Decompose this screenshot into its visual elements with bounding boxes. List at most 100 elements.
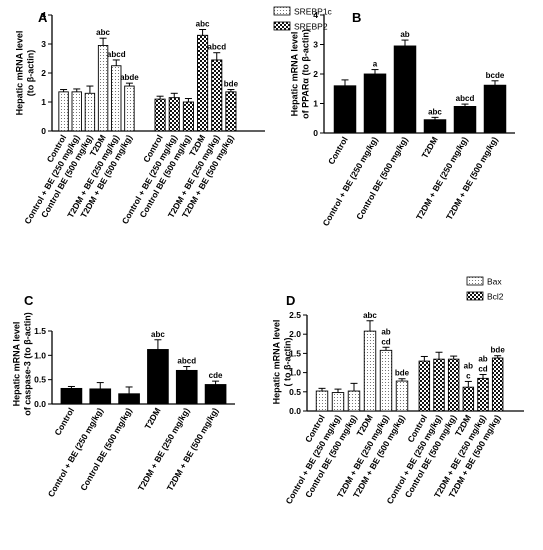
significance-label: abcd — [107, 50, 126, 59]
significance-label: abcd — [207, 43, 226, 52]
bar — [58, 91, 69, 132]
legend-label: SREBP2 — [294, 22, 328, 32]
bar — [363, 73, 387, 134]
y-axis-label-line: Hepatic mRNA level — [290, 32, 300, 117]
significance-label: abde — [120, 73, 139, 82]
y-tick-label: 3 — [313, 40, 318, 50]
y-tick-label: 1.0 — [289, 368, 301, 378]
bar — [363, 330, 377, 412]
bar — [197, 34, 209, 132]
bar — [315, 390, 329, 412]
significance-label: cd — [478, 365, 487, 374]
y-tick-label: 2.0 — [289, 329, 301, 339]
significance-label: bde — [395, 369, 410, 378]
bar — [379, 349, 393, 412]
bar — [333, 85, 357, 134]
significance-label: abc — [151, 330, 165, 339]
bar — [462, 386, 475, 412]
bar — [89, 388, 112, 405]
bar — [175, 369, 198, 405]
bar — [147, 349, 169, 405]
bar — [124, 85, 135, 132]
legend-label: Bax — [487, 277, 502, 287]
x-tick-label: T2DM + BE (250 mg/kg) — [414, 135, 470, 222]
x-tick-label: Control — [52, 406, 76, 437]
bar — [154, 98, 166, 132]
y-tick-label: 4 — [41, 10, 46, 20]
panel-b: B Hepatic mRNA levelof PPARα (to β-actin)… — [290, 10, 515, 228]
significance-label: a — [373, 60, 378, 69]
bar — [447, 358, 460, 412]
significance-label: ab — [478, 355, 487, 364]
significance-label: bcde — [486, 71, 505, 80]
significance-label: abc — [428, 107, 442, 116]
y-tick-label: 2 — [313, 69, 318, 79]
y-tick-label: 0.5 — [34, 375, 46, 385]
significance-label: abcd — [456, 94, 475, 103]
significance-label: cd — [381, 337, 390, 346]
y-tick-label: 0 — [41, 126, 46, 136]
bar — [60, 387, 83, 405]
bar — [347, 390, 361, 412]
significance-label: ab — [464, 361, 473, 370]
y-tick-label: 1.5 — [34, 326, 46, 336]
y-tick-label: 0.5 — [289, 387, 301, 397]
significance-label: abc — [96, 28, 110, 37]
y-tick-label: 1 — [313, 99, 318, 109]
x-tick-label: Control + BE (250 mg/kg) — [46, 406, 105, 499]
significance-label: abc — [363, 311, 377, 320]
x-tick-label: T2DM + BE (500 mg/kg) — [444, 135, 500, 222]
x-tick-label: Control — [326, 135, 350, 166]
y-axis-label-line: (to β-actin) — [26, 50, 36, 97]
y-axis-label-line: Hepatic mRNA level — [12, 322, 22, 407]
legend-swatch — [466, 291, 484, 301]
legend-label: SREBP1c — [294, 7, 333, 17]
bar — [433, 358, 445, 412]
y-tick-label: 2.5 — [289, 310, 301, 320]
x-tick-label: Control BE (500 mg/kg) — [354, 135, 410, 222]
y-tick-label: 1.0 — [34, 350, 46, 360]
bar — [118, 393, 140, 405]
y-tick-label: 1.5 — [289, 348, 301, 358]
y-axis-label: Hepatic mRNA level( to β-actin) — [272, 320, 293, 405]
y-tick-label: 0.0 — [34, 399, 46, 409]
x-tick-label: T2DM + BE (500 mg/kg) — [165, 406, 221, 493]
x-tick-label: T2DM + BE (250 mg/kg) — [136, 406, 192, 493]
y-axis-label-line: Hepatic mRNA level — [15, 31, 25, 116]
y-axis-label: Hepatic mRNA levelof PPARα (to β-actin) — [290, 29, 311, 119]
panel-c: C Hepatic mRNA levelof caspase-3 (to β-ac… — [12, 293, 235, 499]
bar — [204, 384, 227, 405]
x-tick-label: T2DM — [420, 135, 440, 160]
legend-swatch — [273, 6, 291, 16]
y-tick-label: 2 — [41, 68, 46, 78]
x-tick-label: Control BE (500 mg/kg) — [78, 406, 134, 493]
legend-label: Bcl2 — [487, 292, 504, 302]
panel-d: D Hepatic mRNA level( to β-actin)0.0 0.5 1.… — [272, 276, 524, 506]
x-tick-label: Control + BE (250 mg/kg) — [320, 135, 379, 228]
legend-swatch — [273, 21, 291, 31]
legend-swatch — [466, 276, 484, 286]
panel-letter: D — [286, 293, 295, 308]
panel-letter: C — [24, 293, 34, 308]
significance-label: ab — [400, 30, 409, 39]
bar — [331, 392, 345, 412]
significance-label: abcd — [177, 357, 196, 366]
bar — [211, 59, 223, 132]
bar — [418, 360, 431, 412]
bar — [483, 84, 507, 134]
y-tick-label: 0.0 — [289, 406, 301, 416]
significance-label: cde — [209, 371, 223, 380]
panel-letter: A — [38, 10, 48, 25]
y-axis-label-line: Hepatic mRNA level — [272, 320, 282, 405]
bar — [168, 97, 180, 132]
bar — [71, 91, 82, 132]
bar — [423, 119, 447, 134]
significance-label: abc — [196, 20, 210, 29]
y-axis-label: Hepatic mRNA level(to β-actin) — [15, 31, 36, 116]
panel-letter: B — [352, 10, 361, 25]
bar — [395, 380, 409, 412]
y-tick-label: 3 — [41, 39, 46, 49]
